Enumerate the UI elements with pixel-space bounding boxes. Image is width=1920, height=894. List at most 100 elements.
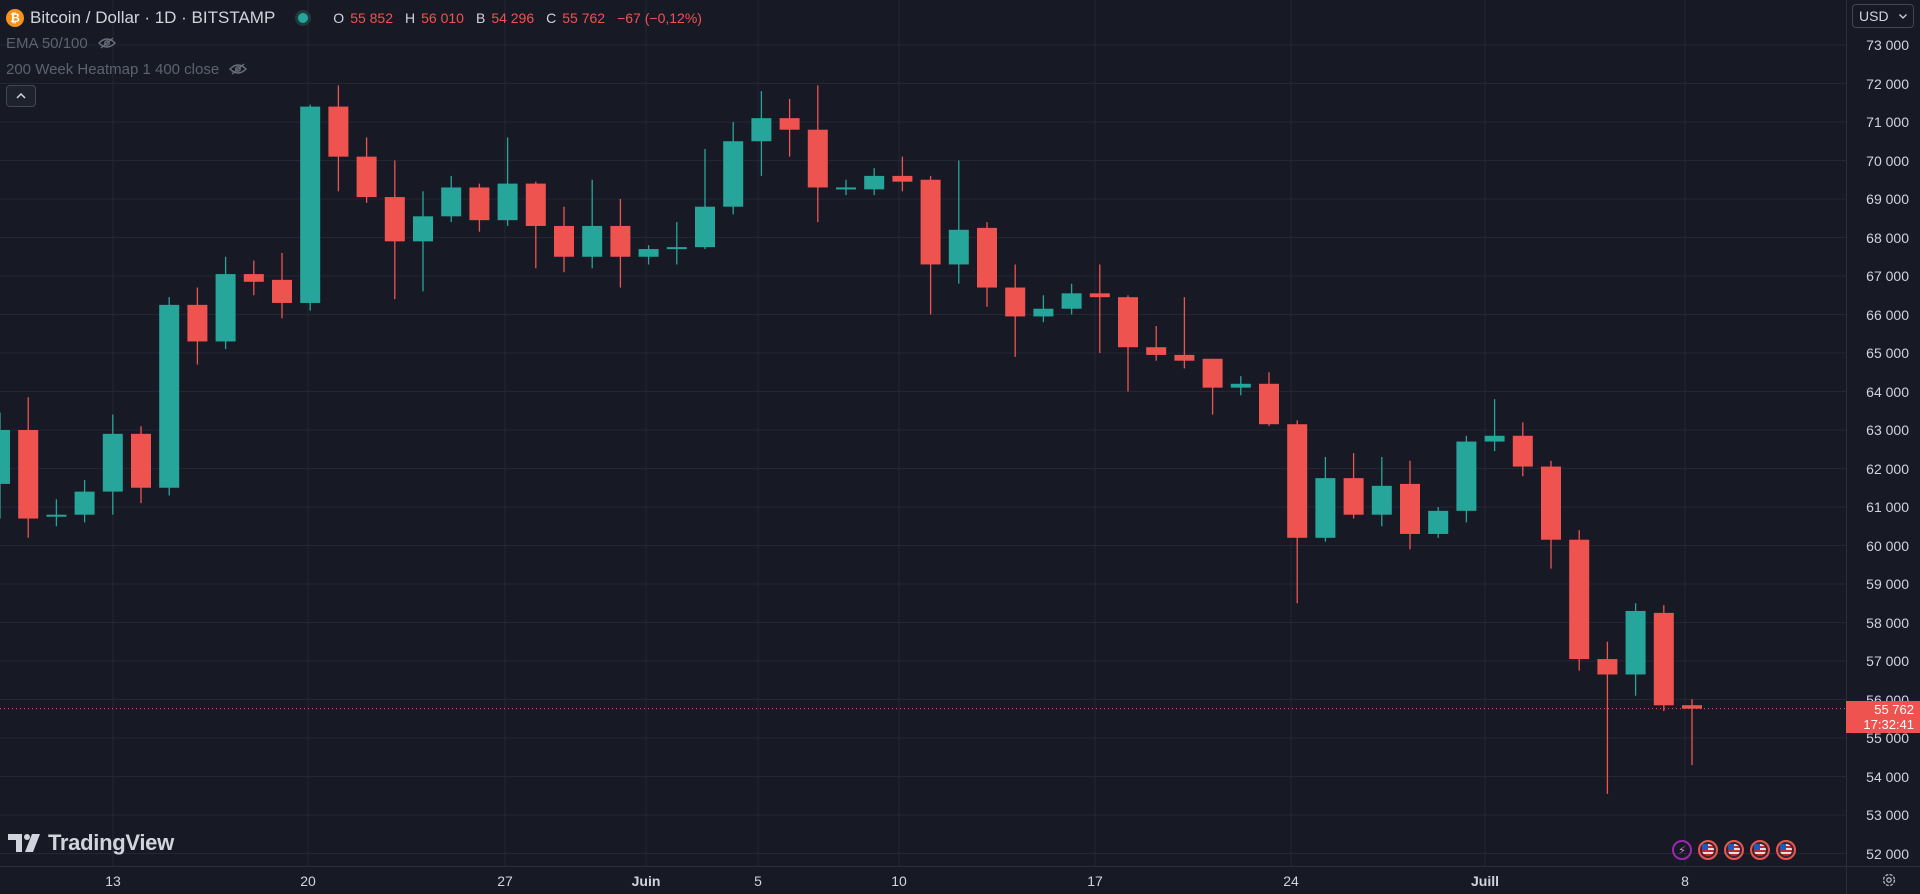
candle[interactable] — [243, 260, 264, 296]
candle[interactable] — [328, 85, 349, 192]
economic-events: ⚡ — [1672, 840, 1796, 860]
candle[interactable] — [18, 397, 39, 538]
candle[interactable] — [807, 85, 828, 223]
candle[interactable] — [1682, 699, 1702, 766]
candle-body — [1202, 358, 1223, 388]
candle[interactable] — [948, 160, 969, 284]
candle[interactable] — [131, 426, 151, 504]
currency-select[interactable]: USD — [1852, 4, 1914, 28]
candle[interactable] — [0, 412, 10, 519]
candle[interactable] — [1259, 372, 1279, 427]
candle[interactable] — [1174, 297, 1195, 369]
candle[interactable] — [384, 160, 405, 300]
price-tick-label: 60 000 — [1866, 537, 1909, 554]
candle[interactable] — [836, 179, 856, 196]
candle[interactable] — [272, 252, 292, 319]
candle[interactable] — [1371, 456, 1392, 527]
candle[interactable] — [1061, 283, 1082, 315]
collapse-legend-button[interactable] — [6, 85, 36, 107]
candle[interactable] — [300, 104, 321, 311]
candle[interactable] — [1400, 460, 1420, 550]
candle[interactable] — [1033, 295, 1054, 323]
candle[interactable] — [723, 122, 744, 215]
candle[interactable] — [977, 222, 997, 307]
symbol-row[interactable]: ₿ Bitcoin / Dollar · 1D · BITSTAMP O 55 8… — [6, 6, 702, 30]
candle[interactable] — [582, 179, 603, 269]
candle[interactable] — [1202, 358, 1223, 415]
candle[interactable] — [1428, 507, 1449, 538]
tradingview-logo[interactable]: TradingView — [8, 830, 174, 856]
indicator-ema[interactable]: EMA 50/100 — [6, 30, 702, 56]
candle[interactable] — [1569, 530, 1590, 671]
candle-body — [582, 225, 603, 257]
candle[interactable] — [1005, 264, 1026, 357]
candle[interactable] — [864, 168, 885, 196]
candle[interactable] — [497, 137, 518, 226]
candle-body — [102, 433, 123, 492]
candle[interactable] — [892, 156, 913, 192]
candle[interactable] — [159, 297, 180, 496]
candle-body — [864, 175, 885, 190]
candle-body — [977, 227, 997, 288]
us-flag-icon[interactable] — [1776, 840, 1796, 860]
candle[interactable] — [1541, 460, 1561, 569]
candle[interactable] — [215, 256, 236, 350]
candle[interactable] — [102, 414, 123, 515]
symbol-title[interactable]: Bitcoin / Dollar · 1D · BITSTAMP — [30, 8, 276, 27]
market-status-icon[interactable] — [295, 10, 312, 26]
candle[interactable] — [1287, 420, 1308, 604]
us-flag-icon[interactable] — [1698, 840, 1718, 860]
candle[interactable] — [469, 183, 490, 232]
candle-body — [695, 206, 715, 248]
us-flag-icon[interactable] — [1750, 840, 1770, 860]
candle-body — [1146, 347, 1167, 355]
price-tick-label: 55 000 — [1866, 730, 1909, 746]
candle[interactable] — [638, 245, 659, 265]
candle[interactable] — [1315, 456, 1336, 542]
candle[interactable] — [1484, 399, 1505, 452]
us-flag-icon[interactable] — [1724, 840, 1744, 860]
price-axis[interactable]: 73 000 72 000 71 000 70 000 69 000 68 000 67 0… — [1846, 0, 1920, 866]
time-axis[interactable]: 13 20 27 Juin 5 10 17 24 Juill 8 — [0, 866, 1846, 894]
close-value: 55 762 — [562, 10, 606, 26]
candle[interactable] — [1343, 453, 1364, 519]
candle[interactable] — [920, 175, 941, 315]
candle[interactable] — [413, 191, 433, 292]
candle[interactable] — [1653, 605, 1674, 712]
candle[interactable] — [525, 181, 546, 269]
candle[interactable] — [666, 222, 687, 265]
chart-area[interactable] — [0, 0, 1846, 866]
lightning-icon[interactable]: ⚡ — [1672, 840, 1692, 860]
change-value: −67 (−0,12%) — [617, 10, 702, 26]
candle[interactable] — [1512, 422, 1533, 477]
candle[interactable] — [779, 98, 800, 157]
candle-body — [74, 491, 95, 515]
candlestick-chart[interactable] — [0, 0, 1846, 866]
candle[interactable] — [356, 137, 377, 203]
gear-icon[interactable] — [1881, 872, 1897, 888]
candle[interactable] — [187, 287, 208, 365]
indicator-heatmap[interactable]: 200 Week Heatmap 1 400 close — [6, 56, 702, 82]
candle[interactable] — [1625, 603, 1646, 696]
price-tick-label: 72 000 — [1866, 75, 1909, 92]
time-tick-label: 8 — [1681, 873, 1689, 889]
indicator-label[interactable]: EMA 50/100 — [6, 34, 88, 52]
candle[interactable] — [1146, 326, 1167, 361]
candle[interactable] — [1456, 435, 1477, 523]
candle[interactable] — [610, 199, 631, 288]
candle[interactable] — [74, 480, 95, 523]
candle[interactable] — [46, 499, 67, 527]
candle[interactable] — [1230, 376, 1251, 396]
candle-body — [187, 304, 208, 342]
candle[interactable] — [1089, 264, 1110, 353]
candle[interactable] — [1118, 295, 1138, 392]
candle[interactable] — [441, 175, 462, 223]
candle[interactable] — [751, 91, 772, 176]
candle[interactable] — [1597, 641, 1618, 794]
candle-body — [723, 141, 744, 207]
candle[interactable] — [695, 148, 715, 250]
candle[interactable] — [554, 206, 574, 273]
eye-off-icon[interactable] — [97, 37, 116, 49]
eye-off-icon[interactable] — [229, 63, 248, 75]
indicator-label[interactable]: 200 Week Heatmap 1 400 close — [6, 60, 220, 78]
